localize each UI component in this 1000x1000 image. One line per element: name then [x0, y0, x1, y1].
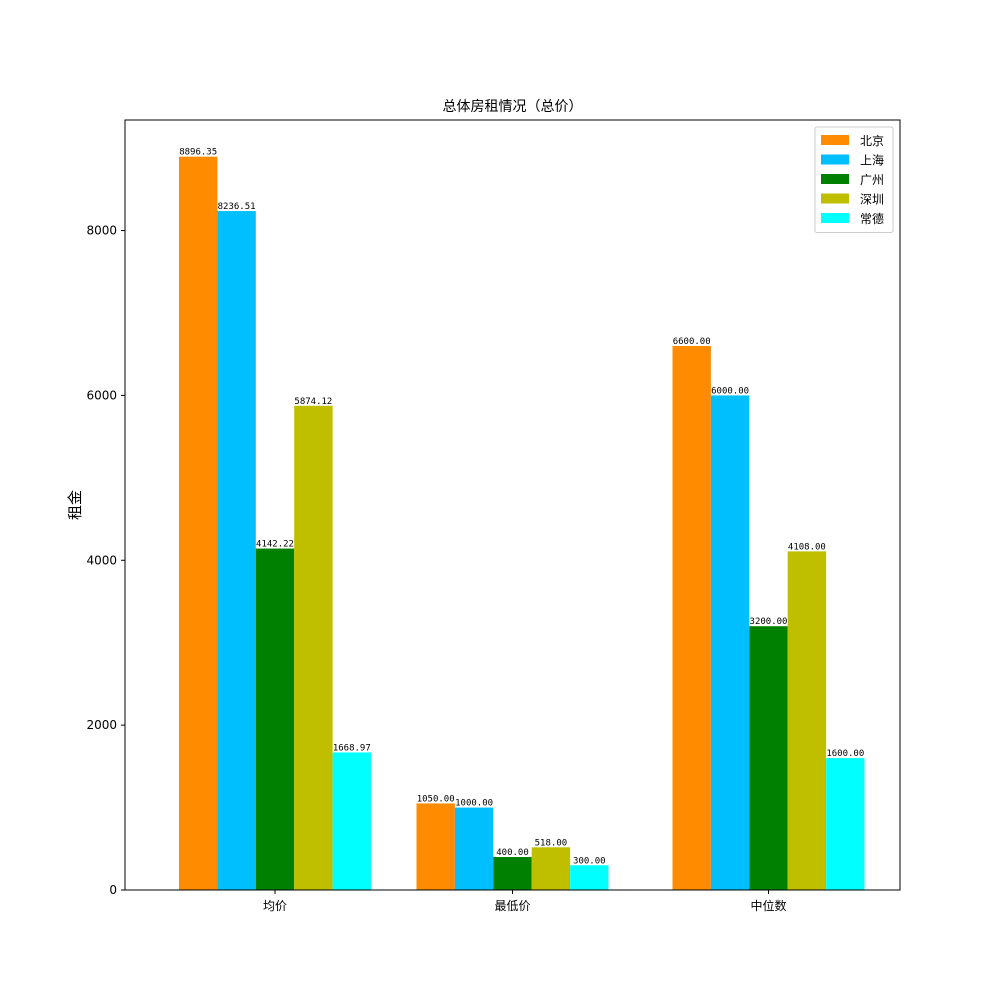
legend-label: 常德: [860, 211, 884, 226]
bar-value-label: 3200.00: [750, 617, 788, 627]
bar-value-label: 1000.00: [455, 799, 493, 809]
bar-value-label: 400.00: [496, 848, 529, 858]
bar-广州-最低价: [493, 857, 532, 890]
legend-label: 上海: [860, 153, 884, 168]
y-axis-label: 租金: [66, 490, 84, 520]
bar-value-label: 4108.00: [788, 542, 826, 552]
y-tick-label: 2000: [86, 718, 117, 732]
x-tick-label: 最低价: [494, 899, 530, 913]
legend-swatch: [821, 193, 849, 204]
bar-广州-中位数: [749, 626, 788, 890]
bar-value-label: 1668.97: [333, 743, 371, 753]
legend-swatch: [821, 135, 849, 145]
bar-value-label: 6000.00: [711, 386, 749, 396]
legend-swatch: [821, 213, 849, 223]
bar-常德-最低价: [570, 865, 609, 890]
bars-layer: [179, 156, 865, 891]
bar-常德-均价: [332, 752, 371, 890]
bar-value-label: 6600.00: [673, 337, 711, 347]
bar-深圳-中位数: [787, 551, 827, 890]
bar-上海-中位数: [710, 395, 750, 890]
bar-value-label: 8896.35: [179, 148, 217, 158]
bar-广州-均价: [255, 548, 295, 890]
bar-value-label: 1050.00: [417, 794, 455, 804]
bar-value-label: 1600.00: [826, 749, 864, 759]
chart-title: 总体房租情况（总价）: [443, 99, 583, 115]
bar-value-label: 4142.22: [256, 540, 294, 550]
bar-深圳-最低价: [531, 847, 571, 890]
bar-value-label: 300.00: [573, 856, 606, 866]
x-tick-label: 均价: [263, 899, 287, 913]
bar-深圳-均价: [294, 405, 333, 890]
axes: 0 2000 4000 6000 8000 均价 最低价 中位数: [86, 119, 901, 913]
bar-北京-最低价: [416, 803, 455, 890]
legend-label: 深圳: [860, 193, 884, 207]
y-tick-label: 0: [109, 883, 117, 897]
bar-上海-均价: [217, 211, 256, 890]
y-tick-label: 6000: [86, 388, 117, 402]
bar-北京-均价: [179, 156, 218, 891]
x-tick-label: 中位数: [750, 898, 786, 913]
legend-swatch: [821, 174, 849, 184]
legend-label: 北京: [860, 134, 884, 148]
y-tick-label: 4000: [86, 553, 117, 567]
bar-value-label: 8236.51: [218, 202, 256, 212]
bar-常德-中位数: [826, 758, 865, 890]
bar-value-label: 518.00: [535, 838, 568, 848]
bar-value-labels: 8896.35 8236.51 4142.22 5874.12 1668.97 1050.…: [179, 148, 864, 867]
bar-value-label: 5874.12: [294, 397, 332, 407]
legend-label: 广州: [860, 173, 884, 187]
y-tick-label: 8000: [86, 224, 117, 238]
legend-swatch: [821, 154, 849, 165]
legend-box: [814, 126, 894, 233]
bar-北京-中位数: [672, 345, 711, 891]
bar-上海-最低价: [454, 807, 494, 890]
